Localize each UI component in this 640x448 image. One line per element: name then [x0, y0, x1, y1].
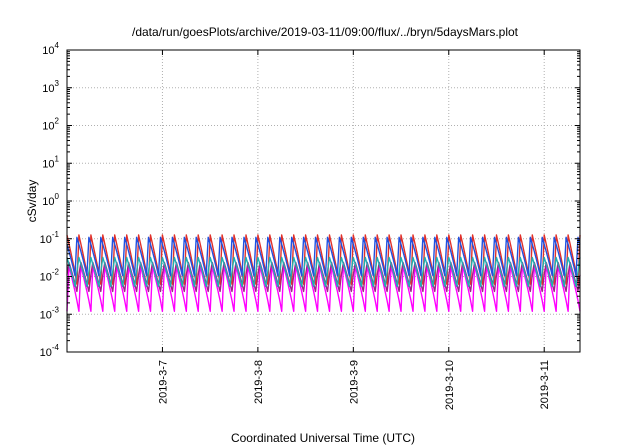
x-tick-label: 2019-3-9: [348, 360, 360, 404]
x-axis-label: Coordinated Universal Time (UTC): [231, 431, 415, 445]
y-tick-label: 104: [42, 41, 59, 57]
plot-frame: [66, 49, 581, 353]
y-tick-label: 102: [42, 117, 59, 133]
x-tick-label: 2019-3-10: [444, 360, 456, 410]
y-tick-label: 10-2: [40, 268, 60, 284]
x-tick-label: 2019-3-7: [157, 360, 169, 404]
y-tick-label: 103: [42, 79, 59, 95]
y-tick-label: 10-3: [40, 305, 60, 321]
y-axis: 10-4 10-3 10-2 10-1 100 101 102 103 104: [40, 41, 580, 359]
y-tick-label: 101: [42, 154, 59, 170]
series-line-3: [66, 234, 581, 285]
series-line-4: [66, 256, 581, 288]
chart-title: /data/run/goesPlots/archive/2019-03-11/0…: [132, 25, 519, 39]
y-tick-label: 100: [42, 192, 59, 208]
series-line-5: [66, 236, 581, 277]
x-tick-label: 2019-3-8: [253, 360, 265, 404]
series-group: [66, 234, 581, 312]
x-tick-label: 2019-3-11: [539, 360, 551, 409]
y-tick-label: 10-1: [40, 230, 60, 246]
y-axis-label: cSv/day: [25, 180, 39, 223]
grid: [67, 50, 580, 352]
x-axis: 2019-3-7 2019-3-8 2019-3-9 2019-3-10 2019-3-…: [157, 50, 551, 410]
y-tick-label: 10-4: [40, 343, 60, 359]
